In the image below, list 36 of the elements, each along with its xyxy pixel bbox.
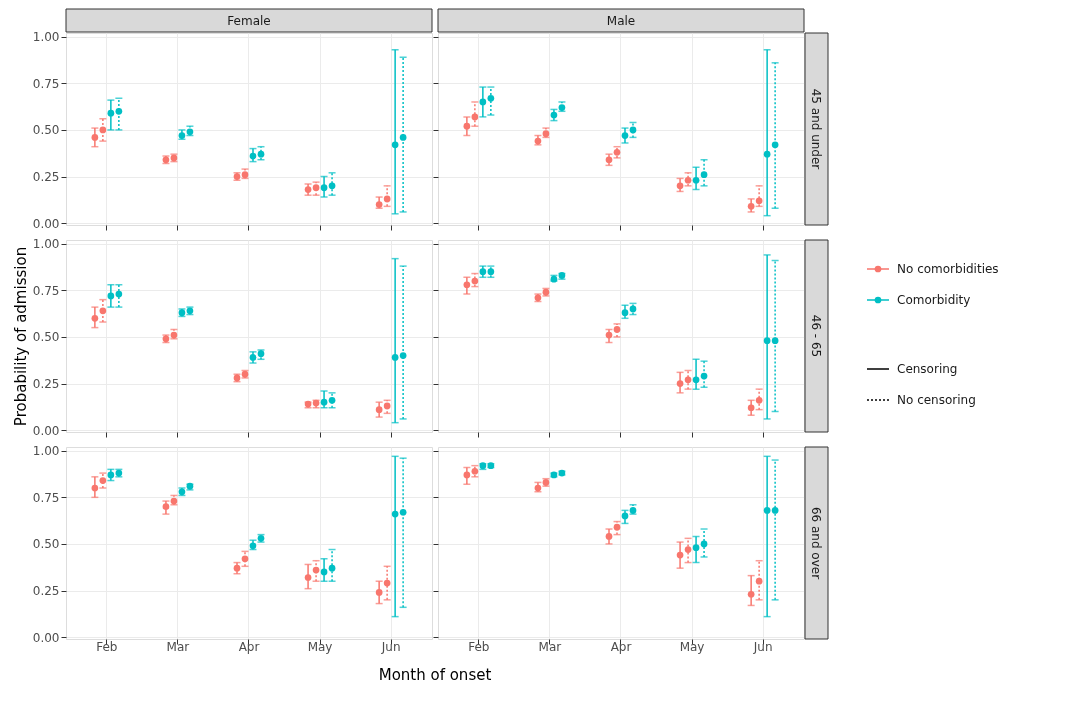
- x-tick-label: May: [679, 639, 705, 654]
- x-tick-label: Jun: [752, 639, 773, 654]
- legend-label: Comorbidity: [897, 293, 971, 307]
- x-tick-label: Mar: [538, 639, 562, 654]
- legend-label: No comorbidities: [897, 262, 999, 276]
- y-tick-label: 1.00: [32, 444, 60, 459]
- x-axis-title: Month of onset: [378, 666, 492, 684]
- y-tick-label: 0.50: [32, 537, 60, 552]
- x-tick-label: Feb: [468, 639, 490, 654]
- chart-title: Male: [606, 14, 636, 28]
- x-tick-label: Apr: [610, 639, 632, 654]
- text: 66 and over: [809, 506, 823, 580]
- text: No censoring: [897, 393, 976, 407]
- x-tick-label: Apr: [238, 639, 260, 654]
- y-tick-label: 0.25: [32, 377, 60, 392]
- y-tick-label: 0.50: [32, 330, 60, 345]
- y-tick-label: 0.75: [32, 283, 60, 298]
- y-tick-label: 1.00: [32, 30, 60, 45]
- y-tick-label: 0.25: [32, 584, 60, 599]
- y-tick-label: 1.00: [32, 237, 60, 252]
- y-tick-label: 0.75: [32, 490, 60, 505]
- y-tick-label: 0.25: [32, 170, 60, 185]
- y-tick-label: 0.00: [32, 630, 60, 645]
- x-tick-label: Mar: [166, 639, 190, 654]
- y-tick-label: 0.50: [32, 123, 60, 138]
- y-tick-label: 0.00: [32, 423, 60, 438]
- y-axis-title: Probability of admission: [11, 246, 30, 427]
- x-tick-label: May: [307, 639, 333, 654]
- y-tick-label: 0.00: [32, 216, 60, 231]
- x-tick-label: Jun: [380, 639, 401, 654]
- text: 46 - 65: [809, 314, 823, 358]
- x-tick-label: Feb: [96, 639, 118, 654]
- text: Censoring: [897, 362, 958, 376]
- y-tick-label: 0.75: [32, 76, 60, 91]
- chart-title: Female: [227, 14, 271, 28]
- text: 45 and under: [809, 88, 823, 170]
